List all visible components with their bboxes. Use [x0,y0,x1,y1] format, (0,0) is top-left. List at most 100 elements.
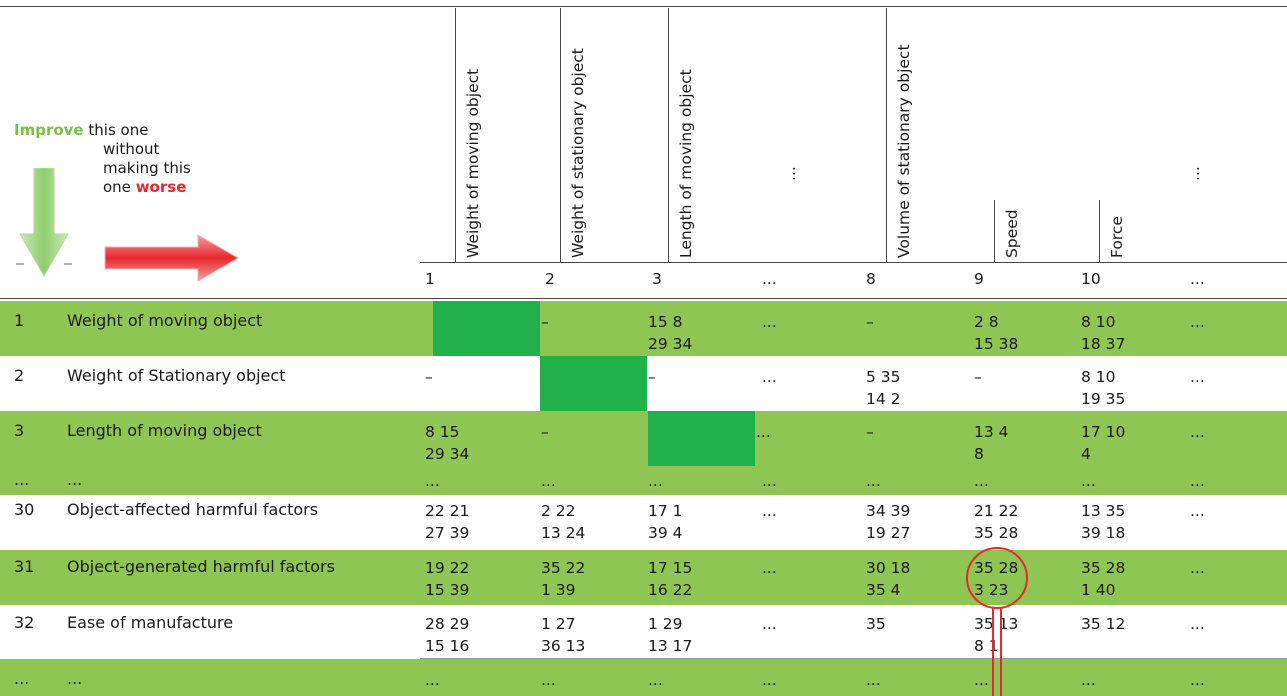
table-cell: ... [762,559,777,577]
table-cell: – [866,423,874,441]
table-cell: ... [648,472,663,490]
col-number: 9 [974,270,984,288]
table-cell: – [541,313,549,331]
row-number: 31 [14,557,35,576]
legend-line-4: one worse [14,178,254,197]
table-cell: ... [756,423,771,441]
body-top-rule [0,298,1287,299]
table-cell: ... [541,472,556,490]
table-cell: 8 10 19 35 [1081,368,1126,408]
col-header-volume-stationary: Volume of stationary object [895,44,913,258]
row-underline [420,658,1287,659]
table-cell: 19 22 15 39 [425,559,470,599]
legend-line-3: making this [103,159,191,177]
col-number: 8 [866,270,876,288]
col-number: 1 [425,270,435,288]
table-cell: ... [1190,615,1205,633]
row-label: Weight of moving object [67,311,263,330]
row-number: 32 [14,613,35,632]
table-row: 2 Weight of Stationary object – – ... 5 … [0,356,1287,411]
table-cell: 35 28 3 23 [974,559,1019,599]
table-row: 32 Ease of manufacture 28 29 15 16 1 27 36… [0,605,1287,658]
table-cell: 2 8 15 38 [974,313,1019,353]
table-row: ... ... ... ... ... ... ... ... ... ... [0,659,1287,696]
header-divider [1099,200,1100,262]
table-cell: ... [1081,671,1096,689]
table-cell: 5 35 14 2 [866,368,901,408]
table-cell: 1 27 36 13 [541,615,586,655]
table-cell: 17 10 4 [1081,423,1126,463]
table-cell: ... [1190,671,1205,689]
table-cell: ... [762,615,777,633]
table-cell: ... [1190,313,1205,331]
legend-line-1-rest: this one [88,121,149,139]
col-number: 10 [1081,270,1101,288]
top-rule [0,6,1287,7]
table-cell: 30 18 35 4 [866,559,911,599]
table-cell: 1 29 13 17 [648,615,693,655]
header-divider [886,8,887,262]
header-divider [455,8,456,262]
row-label: ... [67,470,83,489]
row-number: ... [14,470,30,489]
worse-word: worse [135,178,187,196]
diagonal-cell [648,411,755,466]
table-cell: – [541,423,549,441]
row-number: 1 [14,311,25,330]
table-cell: ... [1190,472,1205,490]
table-cell: ... [866,671,881,689]
table-cell: ... [425,671,440,689]
table-cell: ... [762,502,777,520]
table-cell: – [866,313,874,331]
row-label: Object-affected harmful factors [67,500,319,519]
table-cell: 21 22 35 28 [974,502,1019,542]
table-cell: ... [762,368,777,386]
table-cell: ... [1081,472,1096,490]
header-divider [560,8,561,262]
col-header-length-moving: Length of moving object [677,69,695,258]
table-cell: 15 8 29 34 [648,313,693,353]
table-cell: ... [541,671,556,689]
table-cell: ... [974,671,989,689]
table-cell: 35 12 [1081,615,1126,633]
col-header-speed: Speed [1003,209,1021,258]
table-row: 3 Length of moving object 8 15 29 34 – ..… [0,411,1287,466]
table-cell: ... [762,313,777,331]
col-number: ... [1190,270,1205,288]
table-row: 30 Object-affected harmful factors 22 21… [0,495,1287,550]
header-divider [994,200,995,262]
legend-text: Improve this one without making this one… [14,121,254,197]
col-number: 2 [545,270,555,288]
table-cell: 17 15 16 22 [648,559,693,599]
table-cell: ... [425,472,440,490]
table-cell: – [425,368,433,386]
col-number: ... [762,270,777,288]
down-arrow-icon [16,168,72,278]
table-cell: 17 1 39 4 [648,502,683,542]
col-header-weight-moving: Weight of moving object [464,68,482,258]
table-cell: 2 22 13 24 [541,502,586,542]
right-arrow-icon [104,234,240,282]
table-cell: 35 28 1 40 [1081,559,1126,599]
row-label: ... [67,669,83,688]
col-header-ellipsis-1: ... [781,166,799,181]
table-cell: ... [866,472,881,490]
row-label: Weight of Stationary object [67,366,286,385]
table-cell: 34 39 19 27 [866,502,911,542]
header-divider [668,8,669,262]
table-cell: 8 15 29 34 [425,423,470,463]
table-row: ... ... ... ... ... ... ... ... ... ... [0,466,1287,495]
table-cell: – [974,368,982,386]
legend-line-4-prefix: one [103,178,131,196]
table-cell: ... [762,472,777,490]
table-cell: 28 29 15 16 [425,615,470,655]
improve-word: Improve [14,121,84,139]
table-cell: 35 22 1 39 [541,559,586,599]
header-underline [420,262,1287,263]
row-number: 2 [14,366,25,385]
row-label: Ease of manufacture [67,613,234,632]
table-cell: – [648,368,656,386]
table-cell: ... [974,472,989,490]
table-row: 31 Object-generated harmful factors 19 2… [0,550,1287,605]
table-cell: 22 21 27 39 [425,502,470,542]
